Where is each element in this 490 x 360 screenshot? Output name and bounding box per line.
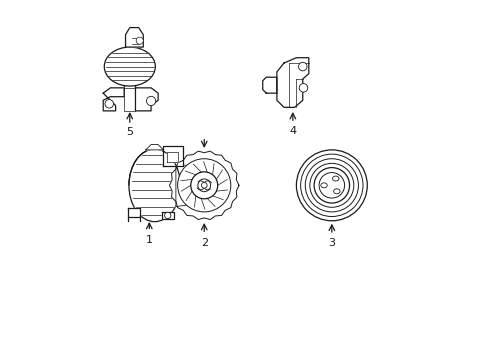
Polygon shape — [263, 77, 277, 93]
Polygon shape — [170, 151, 239, 220]
Polygon shape — [164, 146, 183, 166]
Polygon shape — [176, 164, 202, 207]
Polygon shape — [146, 145, 164, 150]
Circle shape — [298, 62, 307, 71]
Circle shape — [296, 150, 368, 221]
Text: 5: 5 — [126, 127, 133, 137]
Ellipse shape — [334, 189, 340, 194]
Circle shape — [198, 179, 211, 192]
Circle shape — [191, 172, 218, 199]
Circle shape — [178, 159, 231, 212]
Circle shape — [105, 100, 114, 108]
Text: 4: 4 — [289, 126, 296, 136]
Ellipse shape — [129, 149, 180, 222]
Polygon shape — [162, 212, 174, 219]
Polygon shape — [167, 152, 178, 162]
Ellipse shape — [333, 176, 339, 181]
Polygon shape — [103, 88, 124, 111]
Circle shape — [201, 183, 207, 188]
Text: 1: 1 — [146, 235, 153, 245]
Ellipse shape — [104, 47, 155, 86]
Polygon shape — [277, 58, 309, 107]
Circle shape — [319, 172, 344, 198]
Circle shape — [314, 168, 349, 203]
Text: 3: 3 — [328, 238, 335, 248]
Circle shape — [299, 84, 308, 92]
Polygon shape — [135, 88, 158, 111]
Text: 2: 2 — [201, 238, 208, 248]
Polygon shape — [125, 28, 143, 47]
Polygon shape — [128, 208, 141, 217]
Circle shape — [136, 37, 143, 44]
Polygon shape — [124, 88, 135, 111]
Circle shape — [147, 96, 156, 105]
Ellipse shape — [321, 183, 327, 188]
Circle shape — [165, 212, 171, 219]
